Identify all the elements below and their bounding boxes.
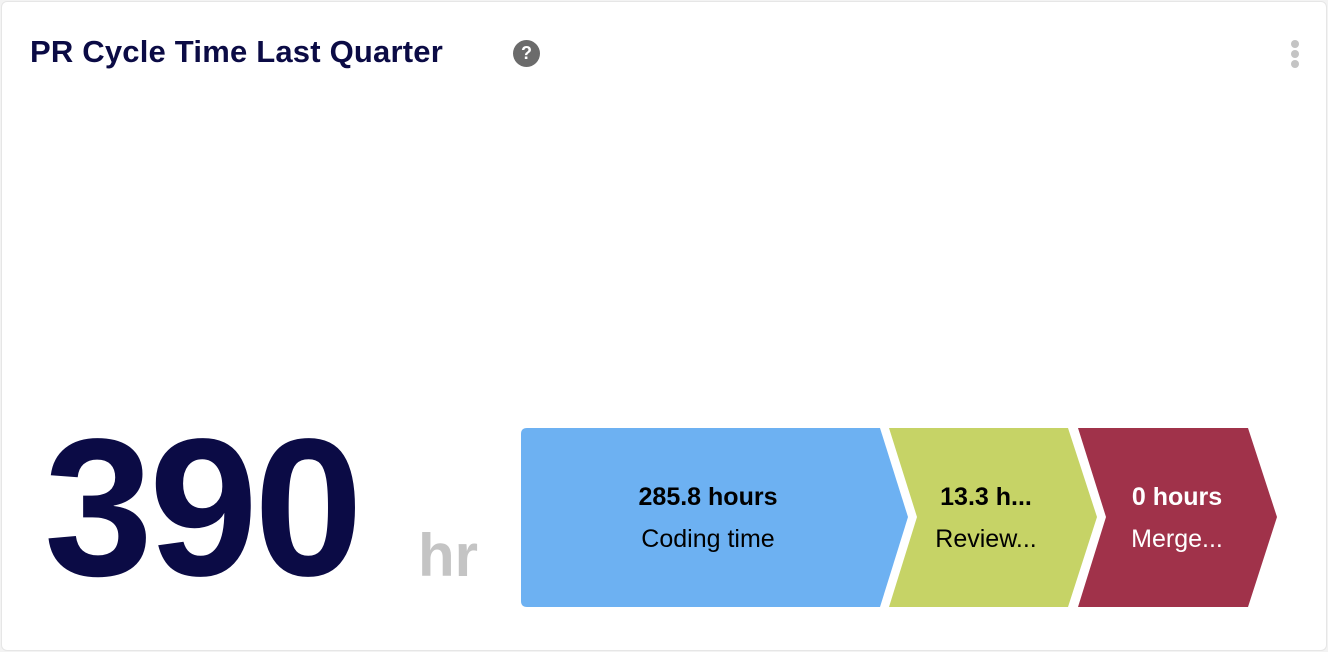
stage-label: Merge... <box>1131 525 1223 553</box>
stage-value: 13.3 h... <box>940 483 1032 511</box>
stage-merge-chevron[interactable] <box>1078 428 1277 607</box>
stage-label: Coding time <box>641 525 775 553</box>
total-cycle-time-value: 390 <box>44 398 363 617</box>
stage-label: Review... <box>935 525 1037 553</box>
widget-title: PR Cycle Time Last Quarter <box>30 34 443 69</box>
stage-coding-chevron[interactable] <box>521 428 908 607</box>
stage-review[interactable]: 13.3 h... Review... <box>916 485 1056 552</box>
stage-value: 285.8 hours <box>638 483 778 511</box>
total-cycle-time-unit: hr <box>418 522 478 589</box>
stage-merge[interactable]: 0 hours Merge... <box>1106 485 1248 552</box>
stage-value: 0 hours <box>1131 483 1223 511</box>
vertical-dots-icon[interactable] <box>1290 40 1300 68</box>
stage-review-chevron[interactable] <box>889 428 1097 607</box>
question-circle-icon[interactable]: ? <box>513 40 540 67</box>
stage-coding[interactable]: 285.8 hours Coding time <box>560 485 856 552</box>
